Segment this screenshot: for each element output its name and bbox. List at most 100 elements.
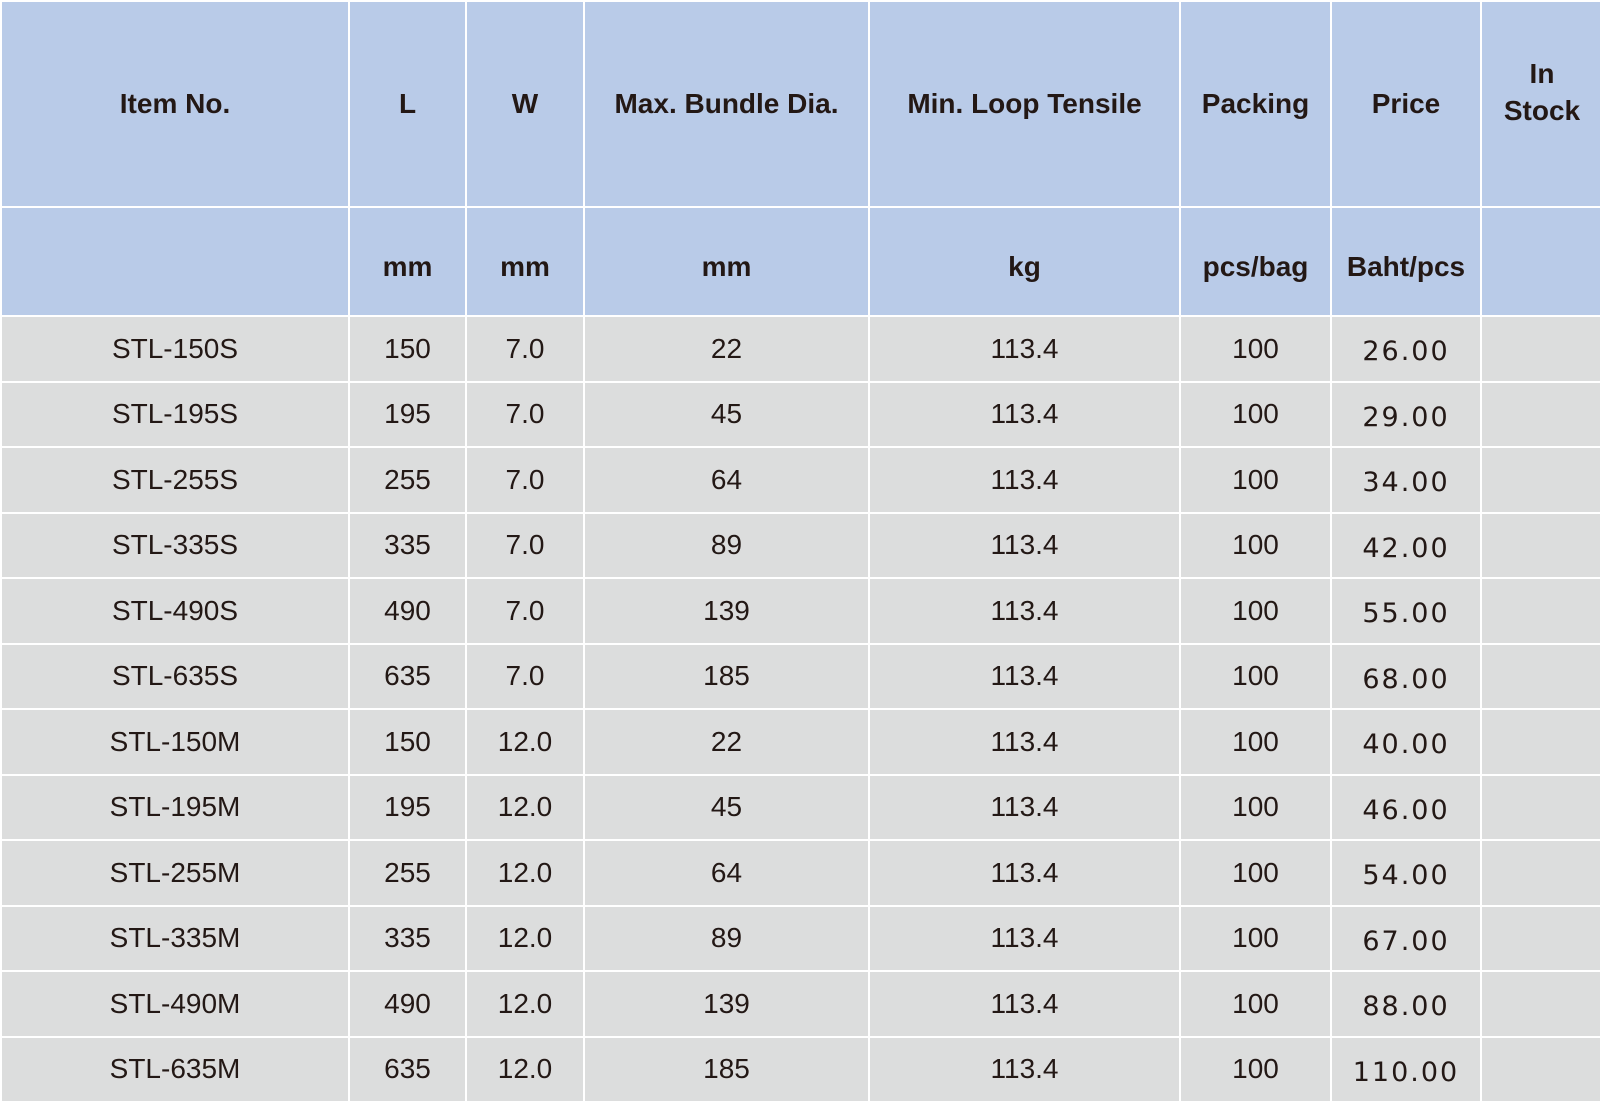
header-in-stock-line2: Stock [1503, 95, 1581, 126]
cell-packing: 100 [1179, 642, 1332, 710]
cell-item-no: STL-490S [0, 577, 350, 645]
cell-price: 42.00 [1330, 511, 1482, 579]
cell-length: 255 [348, 446, 467, 514]
cell-in-stock [1480, 1035, 1600, 1103]
table-row: STL-150S 150 7.0 22 113.4 100 26.00 [0, 315, 1600, 383]
cell-price: 29.00 [1330, 380, 1482, 448]
cell-min-loop-tensile: 113.4 [868, 970, 1181, 1038]
cell-price: 88.00 [1330, 970, 1482, 1038]
cell-packing: 100 [1179, 708, 1332, 776]
cell-length: 255 [348, 839, 467, 907]
cell-in-stock [1480, 577, 1600, 645]
table-row: STL-150M 150 12.0 22 113.4 100 40.00 [0, 708, 1600, 776]
cell-in-stock [1480, 708, 1600, 776]
unit-min-loop-tensile: kg [868, 206, 1181, 317]
cell-width: 7.0 [465, 315, 585, 383]
cell-item-no: STL-150S [0, 315, 350, 383]
table-row: STL-255M 255 12.0 64 113.4 100 54.00 [0, 839, 1600, 907]
cell-max-bundle-dia: 45 [583, 380, 870, 448]
cell-min-loop-tensile: 113.4 [868, 511, 1181, 579]
cell-width: 12.0 [465, 970, 585, 1038]
unit-length: mm [348, 206, 467, 317]
header-price: Price [1330, 0, 1482, 208]
cell-max-bundle-dia: 139 [583, 577, 870, 645]
unit-width: mm [465, 206, 585, 317]
cell-packing: 100 [1179, 970, 1332, 1038]
cell-min-loop-tensile: 113.4 [868, 577, 1181, 645]
cell-length: 150 [348, 315, 467, 383]
cell-in-stock [1480, 839, 1600, 907]
unit-item-no [0, 206, 350, 317]
cell-length: 195 [348, 380, 467, 448]
cell-price: 67.00 [1330, 904, 1482, 972]
table-row: STL-255S 255 7.0 64 113.4 100 34.00 [0, 446, 1600, 514]
cell-min-loop-tensile: 113.4 [868, 315, 1181, 383]
cell-length: 490 [348, 970, 467, 1038]
cell-item-no: STL-635S [0, 642, 350, 710]
cell-price: 34.00 [1330, 446, 1482, 514]
header-min-loop-tensile: Min. Loop Tensile [868, 0, 1181, 208]
cell-item-no: STL-195M [0, 773, 350, 841]
cell-packing: 100 [1179, 315, 1332, 383]
cell-item-no: STL-335M [0, 904, 350, 972]
cell-item-no: STL-150M [0, 708, 350, 776]
cell-width: 12.0 [465, 1035, 585, 1103]
cell-item-no: STL-335S [0, 511, 350, 579]
unit-packing: pcs/bag [1179, 206, 1332, 317]
cell-min-loop-tensile: 113.4 [868, 708, 1181, 776]
cell-in-stock [1480, 380, 1600, 448]
cell-width: 12.0 [465, 904, 585, 972]
table-row: STL-490S 490 7.0 139 113.4 100 55.00 [0, 577, 1600, 645]
unit-in-stock [1480, 206, 1600, 317]
header-item-no: Item No. [0, 0, 350, 208]
cell-width: 7.0 [465, 380, 585, 448]
cell-price: 46.00 [1330, 773, 1482, 841]
cell-packing: 100 [1179, 904, 1332, 972]
cell-min-loop-tensile: 113.4 [868, 446, 1181, 514]
cell-in-stock [1480, 315, 1600, 383]
cell-packing: 100 [1179, 577, 1332, 645]
header-in-stock: In Stock [1480, 0, 1600, 208]
table-row: STL-635M 635 12.0 185 113.4 100 110.00 [0, 1035, 1600, 1103]
cell-in-stock [1480, 511, 1600, 579]
cell-width: 12.0 [465, 839, 585, 907]
cell-length: 635 [348, 642, 467, 710]
table-row: STL-195S 195 7.0 45 113.4 100 29.00 [0, 380, 1600, 448]
table-row: STL-335M 335 12.0 89 113.4 100 67.00 [0, 904, 1600, 972]
header-packing: Packing [1179, 0, 1332, 208]
cell-min-loop-tensile: 113.4 [868, 1035, 1181, 1103]
cell-width: 7.0 [465, 511, 585, 579]
cell-width: 7.0 [465, 642, 585, 710]
cell-packing: 100 [1179, 839, 1332, 907]
cell-in-stock [1480, 970, 1600, 1038]
cell-length: 635 [348, 1035, 467, 1103]
cell-min-loop-tensile: 113.4 [868, 904, 1181, 972]
cell-item-no: STL-195S [0, 380, 350, 448]
unit-max-bundle-dia: mm [583, 206, 870, 317]
cell-price: 54.00 [1330, 839, 1482, 907]
cell-item-no: STL-255M [0, 839, 350, 907]
cell-length: 490 [348, 577, 467, 645]
cell-packing: 100 [1179, 380, 1332, 448]
cell-packing: 100 [1179, 511, 1332, 579]
cell-price: 26.00 [1330, 315, 1482, 383]
cell-in-stock [1480, 904, 1600, 972]
units-row: mm mm mm kg pcs/bag Baht/pcs [0, 206, 1600, 317]
cell-max-bundle-dia: 185 [583, 642, 870, 710]
table-row: STL-490M 490 12.0 139 113.4 100 88.00 [0, 970, 1600, 1038]
cell-price: 110.00 [1330, 1035, 1482, 1103]
cell-length: 150 [348, 708, 467, 776]
cell-item-no: STL-255S [0, 446, 350, 514]
cell-price: 55.00 [1330, 577, 1482, 645]
table-row: STL-635S 635 7.0 185 113.4 100 68.00 [0, 642, 1600, 710]
header-max-bundle-dia: Max. Bundle Dia. [583, 0, 870, 208]
cell-min-loop-tensile: 113.4 [868, 642, 1181, 710]
cell-packing: 100 [1179, 773, 1332, 841]
cell-max-bundle-dia: 89 [583, 904, 870, 972]
cell-max-bundle-dia: 22 [583, 315, 870, 383]
header-in-stock-line1: In [1529, 58, 1555, 89]
cell-length: 335 [348, 511, 467, 579]
cell-max-bundle-dia: 45 [583, 773, 870, 841]
cell-min-loop-tensile: 113.4 [868, 773, 1181, 841]
